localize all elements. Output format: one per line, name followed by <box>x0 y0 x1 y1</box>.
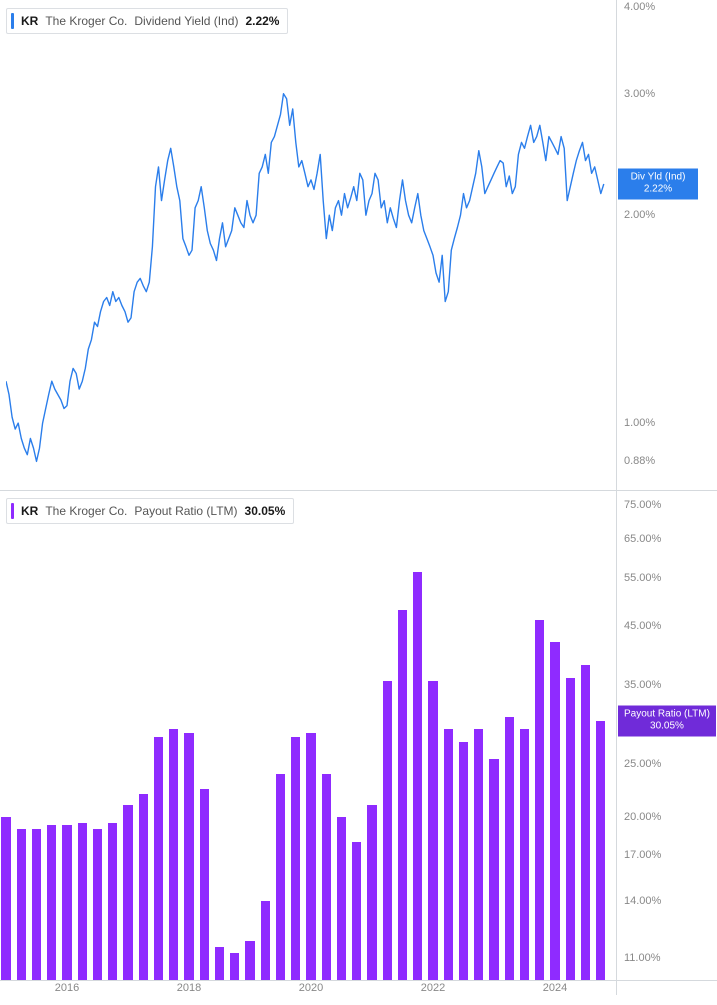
payout-bar[interactable] <box>1 817 10 980</box>
badge-value: 2.22% <box>624 184 692 197</box>
line-chart-plot[interactable] <box>6 0 616 490</box>
y-tick-label: 65.00% <box>624 533 661 545</box>
payout-bar[interactable] <box>367 805 376 980</box>
payout-bar[interactable] <box>215 947 224 980</box>
legend-metric: Dividend Yield (Ind) <box>134 14 238 28</box>
legend-color-indicator <box>11 13 14 29</box>
payout-bar[interactable] <box>17 829 26 980</box>
legend-ticker: KR <box>21 504 38 518</box>
y-tick-label: 45.00% <box>624 620 661 632</box>
x-tick-label: 2016 <box>55 982 79 994</box>
payout-bar[interactable] <box>596 721 605 980</box>
y-tick-label: 2.00% <box>624 209 655 221</box>
payout-bar[interactable] <box>474 729 483 980</box>
payout-bar[interactable] <box>550 642 559 980</box>
y-tick-label: 20.00% <box>624 811 661 823</box>
legend-company: The Kroger Co. <box>45 14 127 28</box>
payout-bar[interactable] <box>459 742 468 980</box>
payout-bar[interactable] <box>413 572 422 980</box>
payout-bar[interactable] <box>566 678 575 980</box>
legend-metric: Payout Ratio (LTM) <box>134 504 237 518</box>
legend-value: 30.05% <box>245 504 286 518</box>
current-value-badge-dividend: Div Yld (Ind) 2.22% <box>618 168 698 199</box>
payout-bar[interactable] <box>108 823 117 980</box>
payout-bar[interactable] <box>581 665 590 980</box>
payout-bar[interactable] <box>47 825 56 980</box>
payout-bar[interactable] <box>245 941 254 980</box>
bar-chart-plot[interactable] <box>6 490 616 980</box>
y-tick-label: 14.00% <box>624 895 661 907</box>
y-tick-label: 0.88% <box>624 455 655 467</box>
payout-bar[interactable] <box>306 733 315 980</box>
payout-bar[interactable] <box>230 953 239 980</box>
y-tick-label: 4.00% <box>624 1 655 13</box>
payout-bar[interactable] <box>169 729 178 980</box>
legend-company: The Kroger Co. <box>45 504 127 518</box>
legend-color-indicator <box>11 503 14 519</box>
y-tick-label: 3.00% <box>624 88 655 100</box>
payout-bar[interactable] <box>276 774 285 980</box>
payout-bar[interactable] <box>184 733 193 980</box>
payout-bar[interactable] <box>322 774 331 980</box>
legend-panel1: KR The Kroger Co. Dividend Yield (Ind) 2… <box>6 8 288 34</box>
y-tick-label: 17.00% <box>624 849 661 861</box>
payout-bar[interactable] <box>398 610 407 980</box>
x-tick-label: 2020 <box>299 982 323 994</box>
payout-bar[interactable] <box>352 842 361 981</box>
payout-bar[interactable] <box>78 823 87 980</box>
payout-bar[interactable] <box>123 805 132 980</box>
y-tick-label: 11.00% <box>624 952 661 964</box>
badge-title: Div Yld (Ind) <box>624 171 692 184</box>
x-tick-label: 2022 <box>421 982 445 994</box>
legend-panel2: KR The Kroger Co. Payout Ratio (LTM) 30.… <box>6 498 294 524</box>
x-tick-label: 2018 <box>177 982 201 994</box>
payout-bar[interactable] <box>200 789 209 980</box>
payout-bar[interactable] <box>489 759 498 980</box>
payout-bar[interactable] <box>261 901 270 980</box>
payout-bar[interactable] <box>505 717 514 980</box>
y-tick-label: 25.00% <box>624 758 661 770</box>
payout-bar[interactable] <box>444 729 453 980</box>
legend-value: 2.22% <box>245 14 279 28</box>
payout-bar[interactable] <box>383 681 392 980</box>
y-tick-label: 55.00% <box>624 572 661 584</box>
y-tick-label: 35.00% <box>624 679 661 691</box>
badge-value: 30.05% <box>624 721 710 734</box>
badge-title: Payout Ratio (LTM) <box>624 708 710 721</box>
payout-bar[interactable] <box>291 737 300 980</box>
payout-bar[interactable] <box>535 620 544 980</box>
payout-ratio-panel: KR The Kroger Co. Payout Ratio (LTM) 30.… <box>0 490 717 995</box>
y-tick-label: 75.00% <box>624 499 661 511</box>
y-tick-label: 1.00% <box>624 417 655 429</box>
x-tick-label: 2024 <box>543 982 567 994</box>
legend-ticker: KR <box>21 14 38 28</box>
payout-bar[interactable] <box>32 829 41 980</box>
dividend-yield-panel: KR The Kroger Co. Dividend Yield (Ind) 2… <box>0 0 717 490</box>
payout-bar[interactable] <box>520 729 529 980</box>
payout-bar[interactable] <box>337 817 346 980</box>
payout-bar[interactable] <box>428 681 437 980</box>
payout-bar[interactable] <box>93 829 102 980</box>
payout-bar[interactable] <box>154 737 163 980</box>
payout-bar[interactable] <box>139 794 148 980</box>
current-value-badge-payout: Payout Ratio (LTM) 30.05% <box>618 705 716 736</box>
payout-bar[interactable] <box>62 825 71 980</box>
